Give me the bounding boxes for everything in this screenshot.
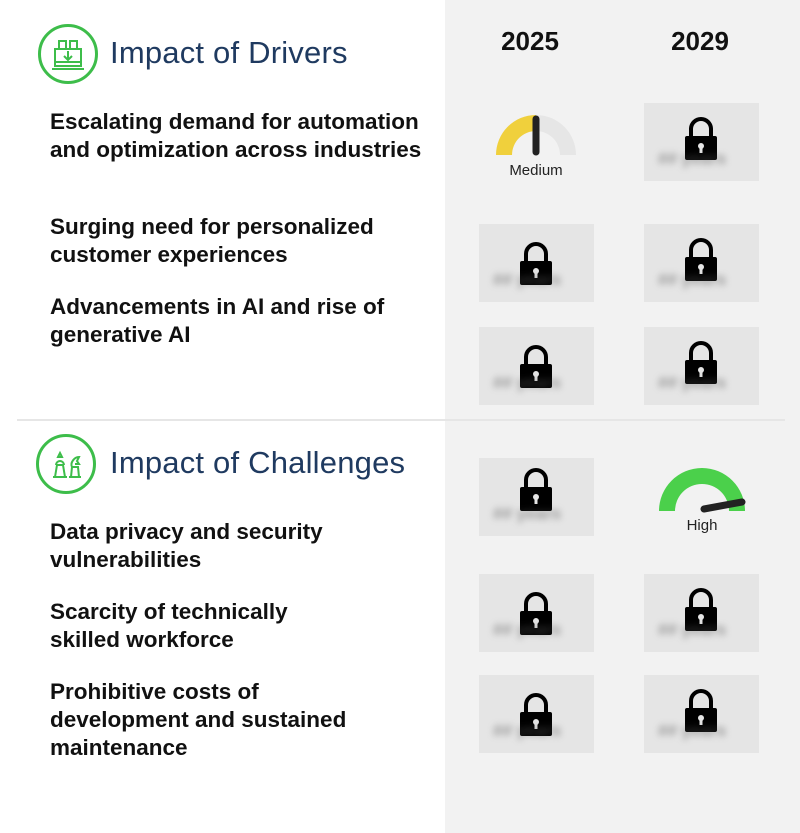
locked-cell-driver-2-2029[interactable]: ## years	[644, 224, 759, 302]
gauge-challenges-header-2029: High	[642, 455, 762, 545]
chess-icon	[36, 434, 96, 494]
driver-item-3: Advancements in AI and rise of generativ…	[50, 294, 385, 347]
blurred-teaser: ## years	[493, 620, 562, 639]
challenge-item-3: Prohibitive costs of development and sus…	[50, 679, 347, 760]
blurred-teaser: ## years	[493, 270, 562, 289]
locked-cell-challenge-1-2029[interactable]: ## years	[644, 574, 759, 652]
blurred-teaser: ## years	[658, 149, 727, 168]
gauge-label: Medium	[509, 162, 563, 179]
blurred-teaser: ## years	[493, 504, 562, 523]
locked-cell-challenge-1-2025[interactable]: ## years	[479, 574, 594, 652]
driver-item-1: Escalating demand for automation and opt…	[50, 109, 422, 162]
locked-cell-driver-3-2029[interactable]: ## years	[644, 327, 759, 405]
column-header-2025: 2025	[501, 26, 559, 56]
blurred-teaser: ## years	[493, 373, 562, 392]
locked-cell-driver-2-2025[interactable]: ## years	[479, 224, 594, 302]
factory-icon	[38, 24, 98, 84]
locked-cell-challenge-2-2025[interactable]: ## years	[479, 675, 594, 753]
drivers-title: Impact of Drivers	[110, 35, 348, 70]
locked-cell-driver-1-2029[interactable]: ## years	[644, 103, 759, 181]
challenge-item-2: Scarcity of technically skilled workforc…	[50, 599, 288, 652]
blurred-teaser: ## years	[658, 721, 727, 740]
blurred-teaser: ## years	[658, 270, 727, 289]
challenges-title: Impact of Challenges	[110, 445, 406, 480]
gauge-label: High	[686, 517, 718, 534]
blurred-teaser: ## years	[658, 620, 727, 639]
challenge-item-1: Data privacy and security vulnerabilitie…	[50, 519, 323, 572]
locked-cell-challenge-2-2029[interactable]: ## years	[644, 675, 759, 753]
blurred-teaser: ## years	[658, 373, 727, 392]
gauge-driver-1-2025: Medium	[476, 100, 596, 190]
locked-cell-challenges-header-2025[interactable]: ## years	[479, 458, 594, 536]
blurred-teaser: ## years	[493, 721, 562, 740]
driver-item-2: Surging need for personalized customer e…	[50, 214, 374, 267]
column-header-2029: 2029	[671, 26, 729, 56]
section-divider	[17, 419, 785, 421]
locked-cell-driver-3-2025[interactable]: ## years	[479, 327, 594, 405]
